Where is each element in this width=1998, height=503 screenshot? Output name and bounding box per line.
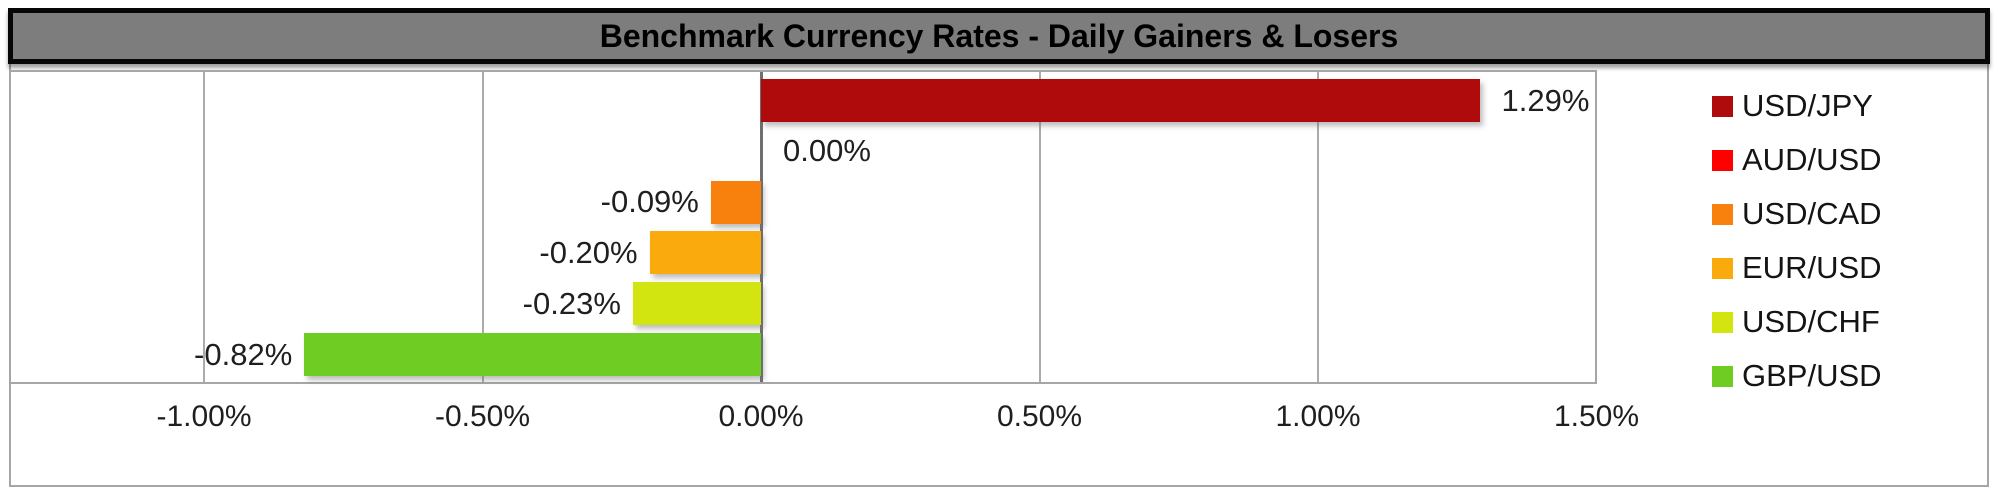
gridline (481, 72, 484, 382)
x-tick-label: -1.00% (156, 400, 252, 433)
bar-usd-jpy (761, 79, 1480, 122)
x-tick-label: 1.00% (1275, 400, 1361, 433)
legend-swatch-icon (1712, 203, 1733, 225)
legend-label: GBP/USD (1742, 358, 1882, 393)
legend-item-usd-jpy: USD/JPY (1712, 88, 1873, 123)
zero-axis-line (760, 72, 763, 382)
legend-label: USD/CHF (1742, 304, 1880, 339)
data-label-aud-usd: 0.00% (783, 133, 871, 169)
gridline (203, 72, 205, 382)
data-label-usd-cad: -0.09% (600, 184, 699, 220)
data-label-gbp-usd: -0.82% (194, 336, 293, 372)
legend-swatch-icon (1712, 365, 1733, 387)
x-tick-label: -0.50% (434, 400, 531, 433)
plot-area (9, 70, 1597, 384)
x-tick-label: 1.50% (1553, 400, 1640, 433)
legend-label: EUR/USD (1742, 250, 1882, 285)
bar-usd-chf (632, 282, 761, 326)
data-label-usd-jpy: 1.29% (1501, 82, 1590, 118)
data-label-usd-chf: -0.23% (522, 285, 621, 321)
chart-title: Benchmark Currency Rates - Daily Gainers… (599, 17, 1399, 54)
legend-item-usd-chf: USD/CHF (1712, 304, 1880, 339)
legend-item-usd-cad: USD/CAD (1712, 196, 1882, 231)
x-tick-label: 0.50% (996, 400, 1083, 433)
bar-eur-usd (649, 231, 761, 275)
x-tick-label: 0.00% (718, 400, 804, 433)
data-label-eur-usd: -0.20% (539, 234, 638, 270)
gridline (1317, 72, 1319, 382)
legend-label: USD/CAD (1742, 196, 1882, 231)
plot-area-inner: 1.29% 0.00% -0.09% -0.20% -0.23% -0.82% (11, 72, 1595, 382)
bar-usd-cad (710, 180, 761, 224)
legend-swatch-icon (1712, 149, 1733, 171)
legend-label: AUD/USD (1742, 142, 1882, 177)
legend-item-aud-usd: AUD/USD (1712, 142, 1882, 177)
gridline (1038, 72, 1041, 382)
legend-item-gbp-usd: GBP/USD (1712, 358, 1882, 393)
legend-swatch-icon (1712, 95, 1733, 117)
legend-item-eur-usd: EUR/USD (1712, 250, 1882, 285)
legend-swatch-icon (1712, 311, 1733, 333)
legend-swatch-icon (1712, 257, 1733, 279)
bar-gbp-usd (304, 333, 761, 376)
legend-label: USD/JPY (1742, 88, 1873, 123)
chart-title-bar: Benchmark Currency Rates - Daily Gainers… (8, 8, 1990, 64)
